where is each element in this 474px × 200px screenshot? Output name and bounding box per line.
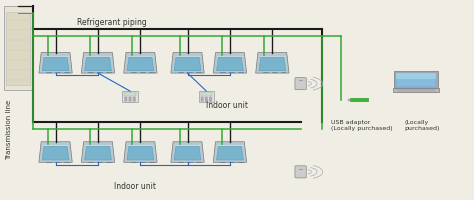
FancyBboxPatch shape <box>122 92 137 102</box>
Circle shape <box>205 101 207 102</box>
Polygon shape <box>127 58 154 71</box>
Polygon shape <box>259 58 286 71</box>
Polygon shape <box>171 53 204 74</box>
FancyBboxPatch shape <box>396 74 436 79</box>
Text: USB adaptor
(Locally purchased): USB adaptor (Locally purchased) <box>331 119 393 130</box>
Polygon shape <box>82 53 115 74</box>
Circle shape <box>129 101 131 102</box>
Polygon shape <box>39 53 72 74</box>
Circle shape <box>210 101 211 102</box>
Polygon shape <box>171 142 204 162</box>
Polygon shape <box>217 58 243 71</box>
FancyBboxPatch shape <box>394 72 438 89</box>
Polygon shape <box>174 147 201 160</box>
FancyBboxPatch shape <box>348 99 350 101</box>
FancyBboxPatch shape <box>6 13 30 86</box>
Polygon shape <box>213 53 246 74</box>
Circle shape <box>125 98 127 99</box>
Polygon shape <box>213 142 246 162</box>
Circle shape <box>201 98 203 99</box>
Polygon shape <box>124 53 157 74</box>
Circle shape <box>133 98 135 99</box>
Text: Indoor unit: Indoor unit <box>206 100 248 109</box>
Polygon shape <box>42 58 69 71</box>
Circle shape <box>125 99 127 100</box>
FancyBboxPatch shape <box>4 7 32 90</box>
FancyBboxPatch shape <box>124 93 136 97</box>
Text: (Locally
purchased): (Locally purchased) <box>404 119 440 130</box>
Polygon shape <box>42 147 69 160</box>
Polygon shape <box>84 58 111 71</box>
Polygon shape <box>84 147 111 160</box>
Text: Indoor unit: Indoor unit <box>115 181 156 190</box>
FancyBboxPatch shape <box>201 93 212 97</box>
Polygon shape <box>39 142 72 162</box>
Circle shape <box>201 99 203 100</box>
FancyBboxPatch shape <box>295 166 306 178</box>
Circle shape <box>125 101 127 102</box>
Circle shape <box>205 98 207 99</box>
Polygon shape <box>217 147 243 160</box>
Circle shape <box>129 98 131 99</box>
Circle shape <box>133 101 135 102</box>
Polygon shape <box>255 53 289 74</box>
FancyBboxPatch shape <box>396 74 436 88</box>
Circle shape <box>129 99 131 100</box>
FancyBboxPatch shape <box>199 92 214 102</box>
Circle shape <box>133 99 135 100</box>
Circle shape <box>201 101 203 102</box>
Polygon shape <box>174 58 201 71</box>
FancyBboxPatch shape <box>393 88 439 93</box>
FancyBboxPatch shape <box>350 99 368 102</box>
Polygon shape <box>124 142 157 162</box>
Circle shape <box>205 99 207 100</box>
Circle shape <box>210 98 211 99</box>
Polygon shape <box>127 147 154 160</box>
Circle shape <box>210 99 211 100</box>
Text: Transmission line: Transmission line <box>6 100 12 160</box>
Text: Refrigerant piping: Refrigerant piping <box>77 18 146 27</box>
Polygon shape <box>82 142 115 162</box>
FancyBboxPatch shape <box>295 78 306 90</box>
